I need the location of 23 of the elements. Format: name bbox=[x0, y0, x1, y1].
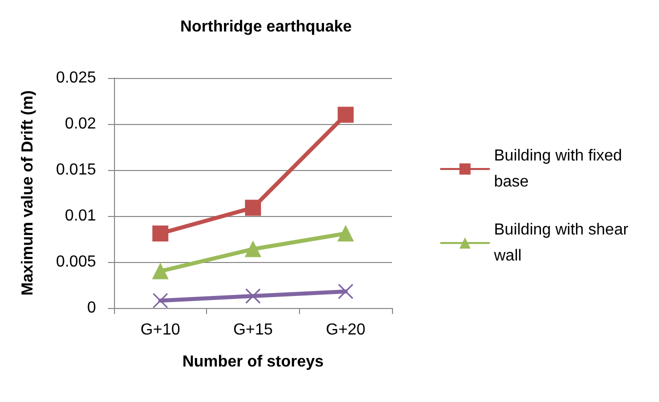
point bbox=[152, 292, 168, 308]
x-tick-label: G+15 bbox=[233, 322, 273, 338]
y-tick-label: 0 bbox=[87, 300, 96, 316]
legend-label: Building with shear wall bbox=[493, 222, 633, 264]
y-tick-label: 0.025 bbox=[56, 70, 96, 86]
y-tick-label: 0.005 bbox=[56, 254, 96, 270]
x-axis-title: Number of storeys bbox=[182, 354, 324, 370]
point bbox=[338, 284, 354, 300]
y-tick-label: 0.015 bbox=[56, 162, 96, 178]
x-tick-label: G+20 bbox=[326, 322, 366, 338]
chart-title: Northridge earthquake bbox=[180, 18, 352, 36]
x-tick-label: G+10 bbox=[140, 322, 180, 338]
point bbox=[152, 225, 168, 242]
point bbox=[245, 241, 261, 258]
y-tick-label: 0.02 bbox=[64, 116, 96, 132]
point bbox=[152, 263, 168, 280]
legend-label: Building with fixed base bbox=[494, 148, 627, 190]
point bbox=[338, 225, 354, 242]
point bbox=[245, 200, 261, 216]
point bbox=[245, 288, 261, 304]
point bbox=[338, 106, 354, 123]
y-axis-title: Maximum value of Drift (m) bbox=[20, 90, 36, 296]
y-tick-label: 0.01 bbox=[64, 208, 96, 224]
